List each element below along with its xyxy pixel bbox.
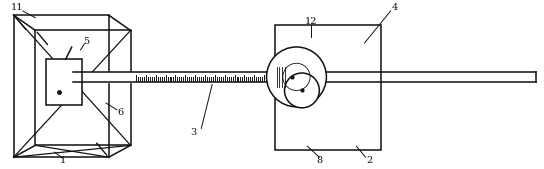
Text: 3: 3 bbox=[190, 128, 196, 137]
Bar bbox=[275, 67, 287, 87]
Text: 12: 12 bbox=[305, 17, 317, 26]
Polygon shape bbox=[46, 59, 82, 105]
Circle shape bbox=[267, 47, 326, 107]
Text: 5: 5 bbox=[83, 37, 89, 46]
Text: 2: 2 bbox=[367, 156, 373, 165]
Text: 6: 6 bbox=[118, 108, 124, 117]
Text: 8: 8 bbox=[316, 156, 323, 165]
Text: 1: 1 bbox=[59, 156, 66, 165]
Text: 4: 4 bbox=[391, 3, 398, 12]
Text: 11: 11 bbox=[11, 3, 23, 12]
Polygon shape bbox=[275, 25, 381, 150]
Circle shape bbox=[285, 73, 319, 108]
